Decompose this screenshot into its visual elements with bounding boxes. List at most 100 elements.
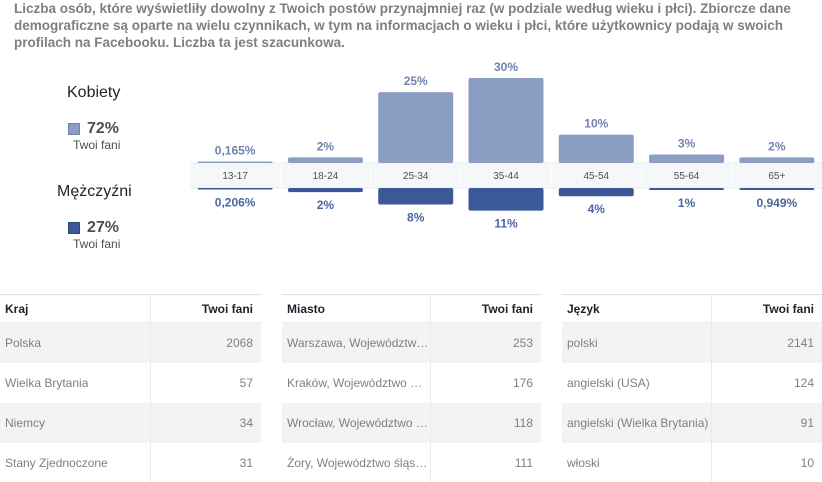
women-bar xyxy=(287,157,363,163)
row-value: 57 xyxy=(239,376,253,390)
legend-women-percent: 72% xyxy=(87,120,120,137)
women-bar xyxy=(649,154,725,163)
women-bar-label: 30% xyxy=(494,60,518,74)
top-lists: Kraj Twoi fani Polska 2068 Wielka Brytania 57… xyxy=(0,294,822,482)
row-name-text: Warszawa, Województwo mazowieckie xyxy=(287,336,430,350)
row-name-text: Wrocław, Województwo dolnośląskie xyxy=(287,416,430,430)
row-value: 2068 xyxy=(226,336,253,350)
table-row: Żory, Województwo śląskie 111 xyxy=(282,443,541,482)
table-row: Kraków, Województwo małopolskie 176 xyxy=(282,363,541,403)
age-tick-label: 13-17 xyxy=(222,171,248,182)
row-value: 2141 xyxy=(787,336,814,350)
city-table: Miasto Twoi fani Warszawa, Województwo maz… xyxy=(282,294,541,482)
row-value: 176 xyxy=(512,376,533,390)
column-header-name[interactable]: Język xyxy=(562,294,712,323)
row-value: 34 xyxy=(239,416,253,430)
row-value: 253 xyxy=(512,336,533,350)
men-bar xyxy=(287,188,363,193)
row-name-text: Polska xyxy=(5,336,42,350)
legend-men-value: 27% xyxy=(68,219,119,237)
men-bar-label: 0,206% xyxy=(215,196,256,210)
age-tick-label: 45-54 xyxy=(583,171,609,182)
age-gender-chart: 0,165% 0,206% 13-17 2% 2% 18-24 25% 8% 25-34 30% 1… xyxy=(190,60,822,231)
row-name-text: Stany Zjednoczone xyxy=(5,456,108,470)
table-row: Polska 2068 xyxy=(0,323,261,363)
age-axis-band xyxy=(190,163,822,188)
row-name: Wielka Brytania xyxy=(0,363,151,403)
table-header: Kraj Twoi fani xyxy=(0,294,261,323)
column-header-fans[interactable]: Twoi fani xyxy=(201,301,253,316)
age-tick-label: 18-24 xyxy=(313,171,339,182)
men-bar-label: 0,949% xyxy=(757,196,798,210)
women-bar xyxy=(378,92,454,163)
men-bar xyxy=(739,188,815,190)
description-text: Liczba osób, które wyświetliły dowolny z… xyxy=(14,1,791,50)
women-bar xyxy=(197,161,273,163)
row-name-text: włoski xyxy=(567,456,600,470)
row-name: włoski xyxy=(562,443,712,482)
table-header: Język Twoi fani xyxy=(562,294,822,323)
women-bar xyxy=(558,134,634,163)
row-name-text: Kraków, Województwo małopolskie xyxy=(287,376,430,390)
men-bar xyxy=(649,188,725,191)
men-bar-label: 8% xyxy=(407,210,425,224)
women-bar xyxy=(468,78,544,163)
women-bar-label: 0,165% xyxy=(215,144,256,158)
row-value: 31 xyxy=(239,456,253,470)
table-header: Miasto Twoi fani xyxy=(282,294,541,323)
table-row: angielski (USA) 124 xyxy=(562,363,822,403)
table-row: polski 2141 xyxy=(562,323,822,363)
legend-women-value: 72% xyxy=(68,120,119,138)
table-row: Wrocław, Województwo dolnośląskie 118 xyxy=(282,403,541,443)
column-header-name[interactable]: Kraj xyxy=(0,294,151,323)
language-table: Język Twoi fani polski 2141 angielski (USA) 1… xyxy=(562,294,822,482)
age-tick-label: 55-64 xyxy=(674,171,700,182)
legend-men-percent: 27% xyxy=(87,219,120,236)
row-value: 118 xyxy=(513,416,533,430)
legend-men-sub: Twoi fani xyxy=(73,237,121,251)
row-name: Stany Zjednoczone xyxy=(0,443,151,482)
row-name: Polska xyxy=(0,323,151,363)
men-bar xyxy=(378,188,454,205)
women-swatch-icon xyxy=(68,123,80,135)
table-row: włoski 10 xyxy=(562,443,822,482)
row-value: 111 xyxy=(514,456,533,470)
legend-men-title: Mężczyźni xyxy=(57,183,132,200)
women-bar-label: 25% xyxy=(404,74,428,88)
country-table: Kraj Twoi fani Polska 2068 Wielka Brytania 57… xyxy=(0,294,261,482)
age-tick-label: 65+ xyxy=(768,171,785,182)
row-name-text: angielski (USA) xyxy=(567,376,650,390)
column-header-fans[interactable]: Twoi fani xyxy=(481,301,533,316)
row-name-text: Wielka Brytania xyxy=(5,376,89,390)
row-name: Wrocław, Województwo dolnośląskie xyxy=(282,403,431,443)
women-bar xyxy=(739,157,815,163)
column-header-fans[interactable]: Twoi fani xyxy=(762,301,814,316)
row-name: Kraków, Województwo małopolskie xyxy=(282,363,431,403)
age-tick-label: 25-34 xyxy=(403,171,429,182)
men-bar-label: 4% xyxy=(588,202,606,216)
row-name: Warszawa, Województwo mazowieckie xyxy=(282,323,431,363)
men-swatch-icon xyxy=(68,222,80,234)
row-name-text: Niemcy xyxy=(5,416,46,430)
row-name: Żory, Województwo śląskie xyxy=(282,443,431,482)
legend-women-sub: Twoi fani xyxy=(73,138,121,152)
women-bar-label: 2% xyxy=(317,139,335,153)
table-row: angielski (Wielka Brytania) 91 xyxy=(562,403,822,443)
row-value: 91 xyxy=(800,416,814,430)
row-name: Niemcy xyxy=(0,403,151,443)
table-row: Niemcy 34 xyxy=(0,403,261,443)
table-row: Stany Zjednoczone 31 xyxy=(0,443,261,482)
men-bar-label: 2% xyxy=(317,198,335,212)
men-bar xyxy=(197,188,273,190)
row-name: angielski (USA) xyxy=(562,363,712,403)
men-bar xyxy=(558,188,634,197)
women-bar-label: 2% xyxy=(768,139,786,153)
men-bar xyxy=(468,188,544,211)
table-row: Warszawa, Województwo mazowieckie 253 xyxy=(282,323,541,363)
women-bar-label: 10% xyxy=(584,117,608,131)
women-bar-label: 3% xyxy=(678,137,696,151)
row-name-text: angielski (Wielka Brytania) xyxy=(567,416,709,430)
column-header-name[interactable]: Miasto xyxy=(282,294,431,323)
row-value: 10 xyxy=(800,456,814,470)
legend-women-title: Kobiety xyxy=(67,84,121,101)
